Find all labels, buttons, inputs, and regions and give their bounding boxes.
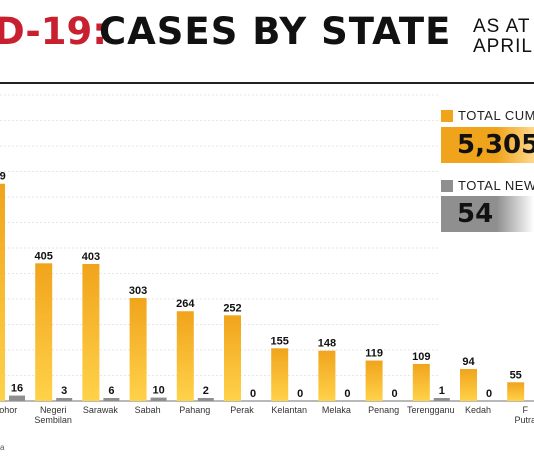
data-label-new: 0: [344, 388, 350, 400]
data-label-new: 2: [203, 385, 209, 397]
category-label: Kedah: [465, 405, 491, 415]
data-label-new: 1: [439, 385, 445, 397]
as-at-date: AS AT APRIL: [473, 17, 533, 57]
data-label-new: 0: [486, 388, 492, 400]
data-label-cumulative: 405: [35, 250, 53, 262]
bar-cumulative: [82, 263, 100, 401]
category-label: Putra: [514, 415, 534, 425]
category-label: F: [522, 405, 528, 415]
bar-new: [433, 398, 450, 401]
data-label-cumulative: 109: [412, 351, 430, 363]
bar-cumulative: [507, 382, 525, 401]
bar-new: [103, 398, 120, 401]
data-label-cumulative: 252: [223, 302, 241, 314]
data-label-cumulative: 639: [0, 171, 6, 183]
data-label-cumulative: 155: [271, 335, 289, 347]
data-label-cumulative: 264: [176, 298, 195, 310]
data-label-new: 6: [108, 385, 114, 397]
data-label-new: 16: [11, 383, 23, 395]
data-label-new: 0: [392, 388, 398, 400]
category-label: Negeri: [40, 405, 67, 415]
as-at-line-2: APRIL: [473, 36, 533, 57]
category-label: Melaka: [322, 405, 351, 415]
category-label: Kelantan: [271, 405, 307, 415]
bar-new: [150, 397, 167, 401]
category-label: Sabah: [135, 405, 161, 415]
category-label: Penang: [368, 405, 399, 415]
legend-label-new: TOTAL NEW: [458, 178, 534, 193]
category-label: Perak: [230, 405, 254, 415]
bar-new: [9, 395, 25, 401]
bar-cumulative: [129, 297, 147, 401]
bar-cumulative: [0, 183, 5, 401]
title-prefix: D-19:: [0, 10, 108, 53]
legend-label-cumulative: TOTAL CUM: [458, 108, 534, 123]
bar-cumulative: [412, 363, 430, 401]
data-label-new: 0: [250, 388, 256, 400]
source-note: a: [0, 443, 5, 452]
bar-cumulative: [460, 369, 477, 401]
data-label-cumulative: 55: [510, 369, 522, 381]
bar-cumulative: [176, 311, 194, 401]
data-label-new: 10: [152, 385, 164, 397]
data-label-cumulative: 148: [318, 338, 336, 350]
total-new-value: 54: [441, 196, 534, 232]
data-label-new: 3: [61, 385, 67, 397]
legend-swatch-cumulative: [441, 110, 453, 122]
category-label: Sembilan: [34, 415, 72, 425]
data-label-new: 0: [297, 388, 303, 400]
bar-cumulative: [318, 350, 336, 401]
bar-cumulative: [271, 348, 289, 401]
total-cumulative-value: 5,305: [441, 127, 534, 163]
data-label-cumulative: 119: [365, 348, 383, 360]
header-divider: [0, 82, 534, 84]
category-label: Johor: [0, 405, 17, 415]
bar-cumulative: [35, 263, 53, 401]
as-at-line-1: AS AT: [473, 16, 531, 37]
category-label: Sarawak: [83, 405, 119, 415]
legend-swatch-new: [441, 180, 453, 192]
bar-new: [197, 398, 214, 401]
category-label: Terengganu: [407, 405, 455, 415]
bar-cumulative: [224, 315, 241, 401]
data-label-cumulative: 403: [82, 251, 100, 263]
data-label-cumulative: 303: [129, 285, 147, 297]
page-title: CASES BY STATE: [99, 10, 452, 53]
data-label-cumulative: 94: [462, 356, 475, 368]
bar-cumulative: [365, 360, 383, 401]
bar-new: [56, 398, 73, 401]
category-label: Pahang: [179, 405, 210, 415]
